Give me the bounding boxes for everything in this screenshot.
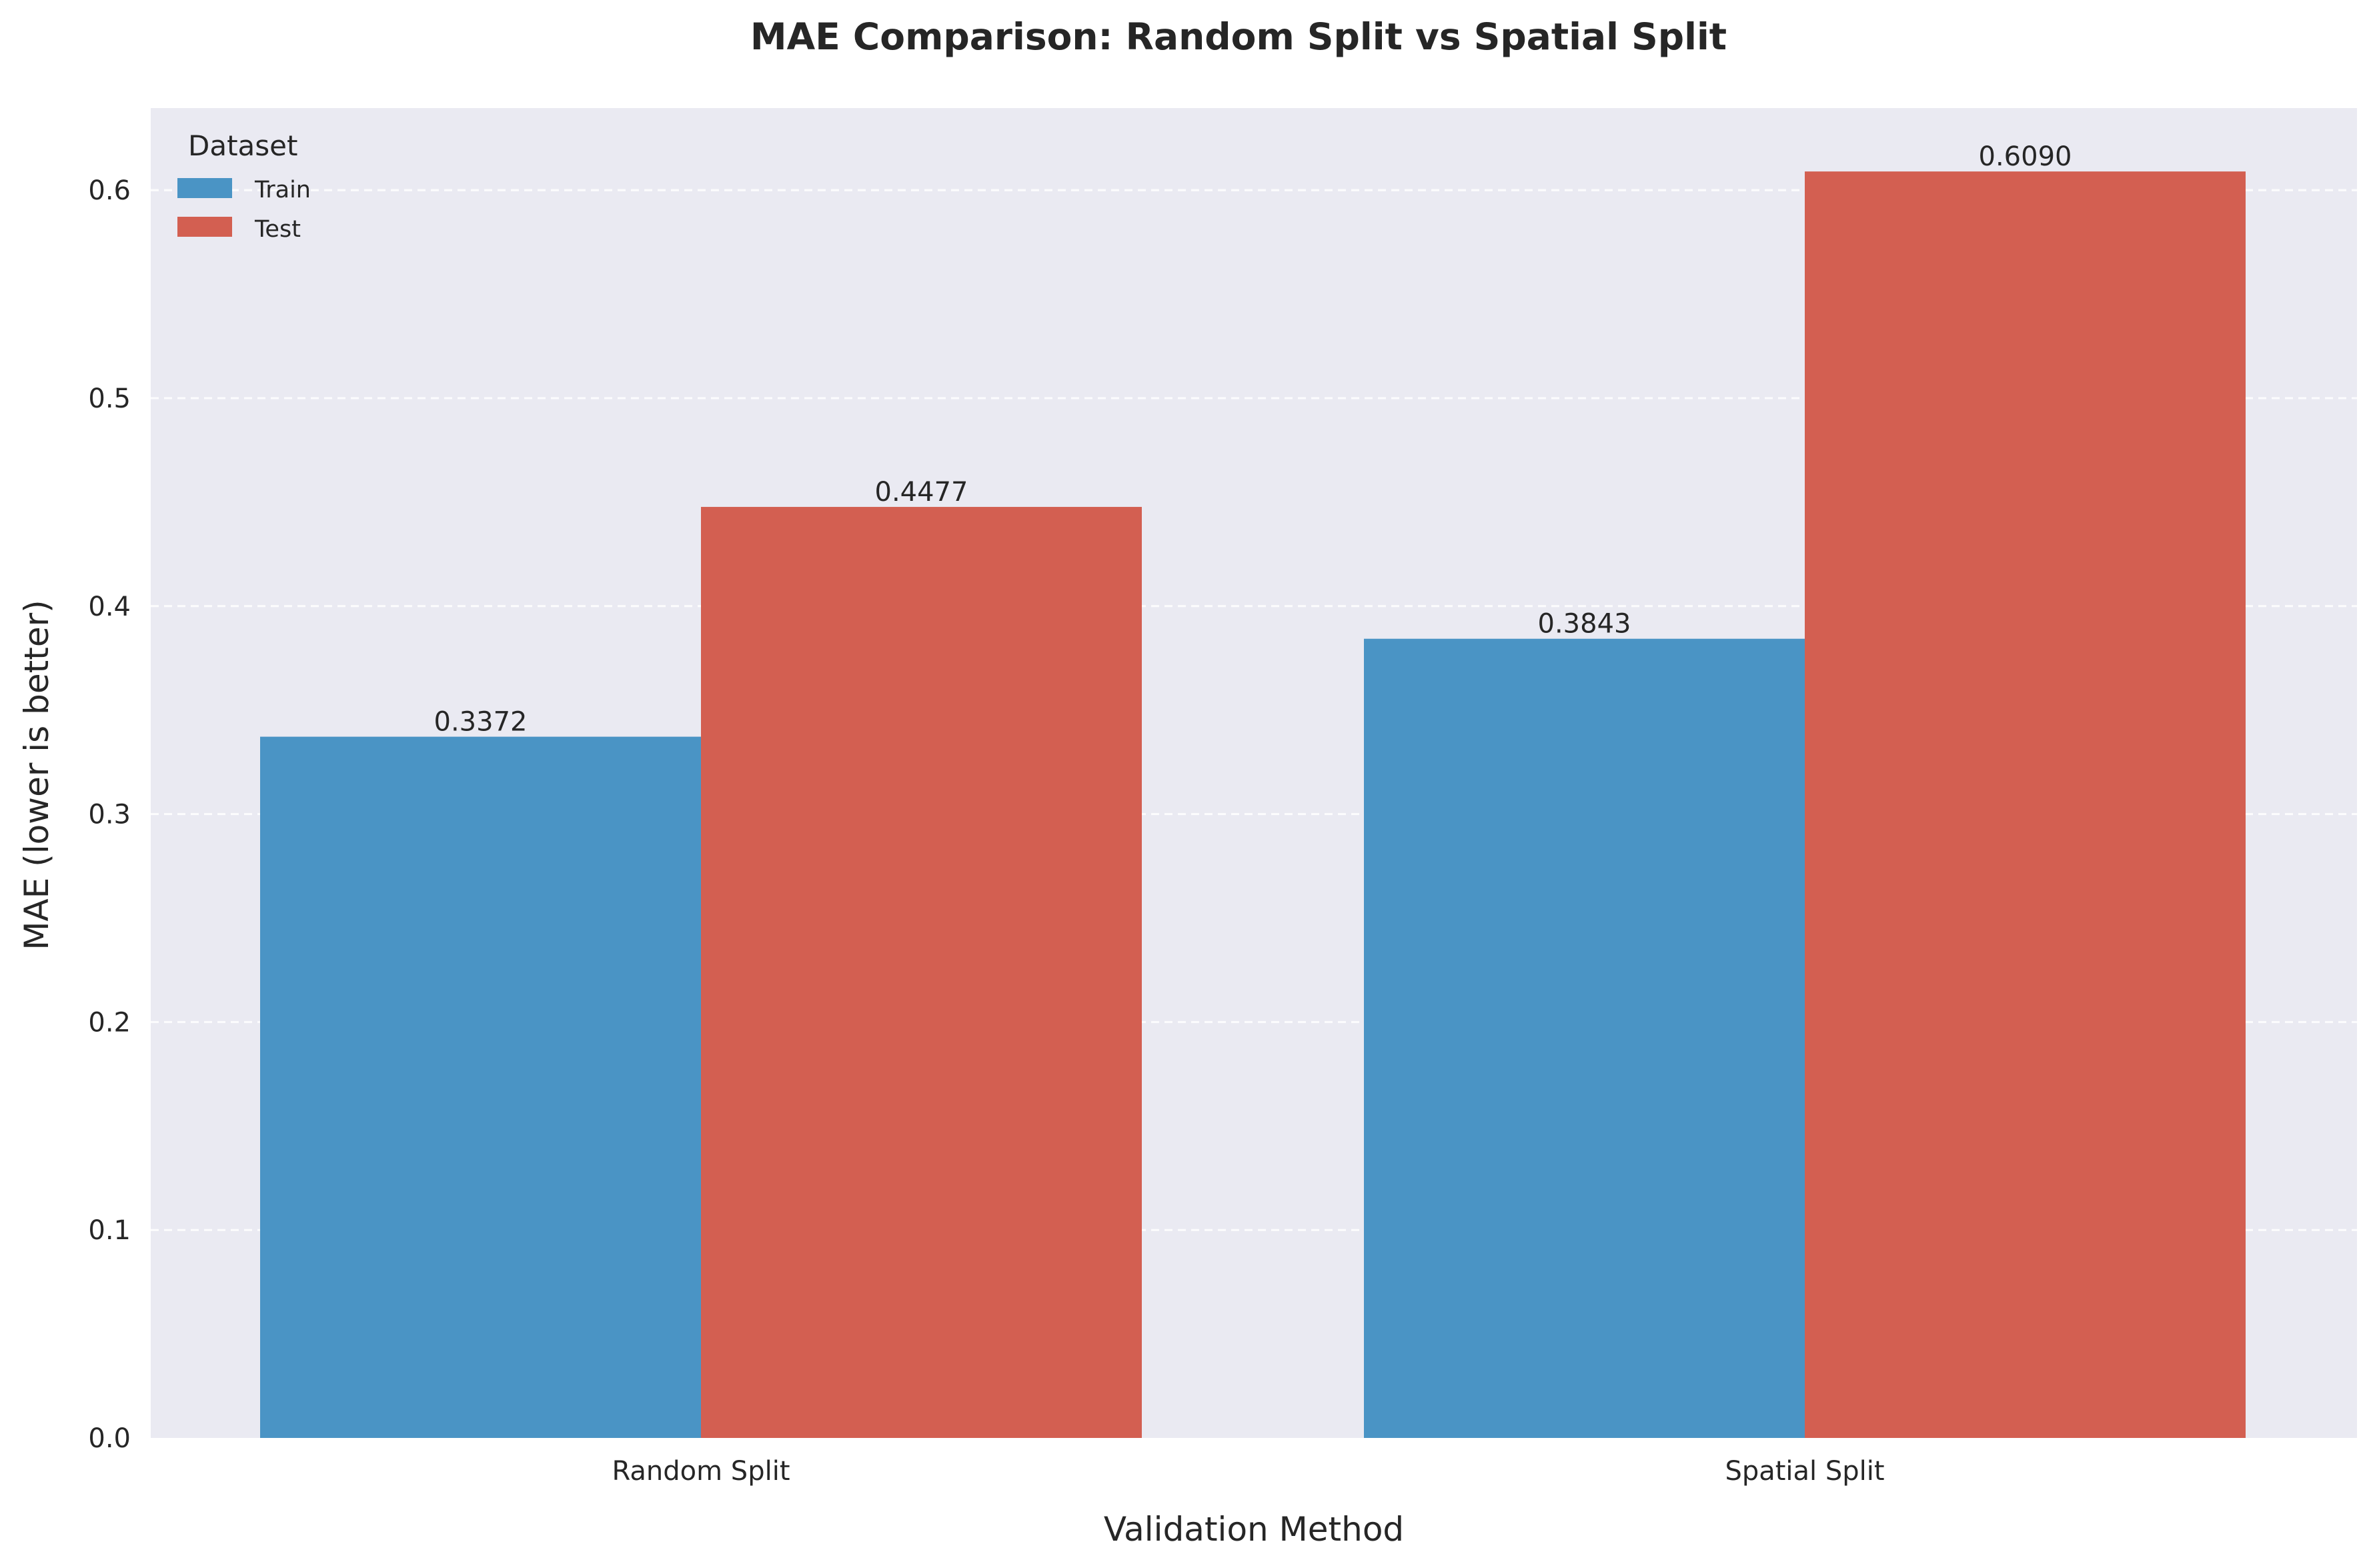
legend: Dataset Train Test	[177, 129, 311, 243]
bar-value-label: 0.4477	[875, 477, 968, 508]
bars	[260, 171, 2246, 1439]
y-tick-labels: 0.0 0.1 0.2 0.3 0.4 0.5 0.6	[88, 175, 131, 1454]
x-tick-label: Random Split	[612, 1456, 790, 1487]
y-tick-label: 0.2	[88, 1007, 131, 1038]
y-tick-label: 0.1	[88, 1215, 131, 1246]
x-tick-label: Spatial Split	[1725, 1456, 1884, 1487]
y-tick-label: 0.4	[88, 592, 131, 622]
bar-value-label: 0.6090	[1979, 141, 2072, 172]
bar-train-spatial-split	[1364, 638, 1805, 1438]
y-tick-label: 0.3	[88, 800, 131, 830]
y-tick-label: 0.0	[88, 1423, 131, 1454]
legend-label-test: Test	[254, 216, 301, 243]
x-axis-label: Validation Method	[1104, 1510, 1404, 1549]
y-tick-label: 0.6	[88, 175, 131, 206]
bar-test-spatial-split	[1805, 171, 2246, 1439]
legend-title: Dataset	[188, 129, 297, 162]
x-tick-labels: Random Split Spatial Split	[612, 1456, 1884, 1487]
legend-swatch-train	[177, 178, 232, 198]
legend-label-train: Train	[254, 177, 311, 203]
bar-test-random-split	[701, 507, 1142, 1438]
y-axis-label: MAE (lower is better)	[17, 600, 56, 950]
value-labels: 0.3372 0.4477 0.3843 0.6090	[434, 141, 2072, 737]
y-tick-label: 0.5	[88, 383, 131, 414]
chart-title: MAE Comparison: Random Split vs Spatial …	[750, 15, 1727, 58]
legend-swatch-test	[177, 217, 232, 237]
bar-train-random-split	[260, 736, 701, 1438]
bar-value-label: 0.3372	[434, 707, 528, 738]
bar-value-label: 0.3843	[1538, 609, 1631, 640]
